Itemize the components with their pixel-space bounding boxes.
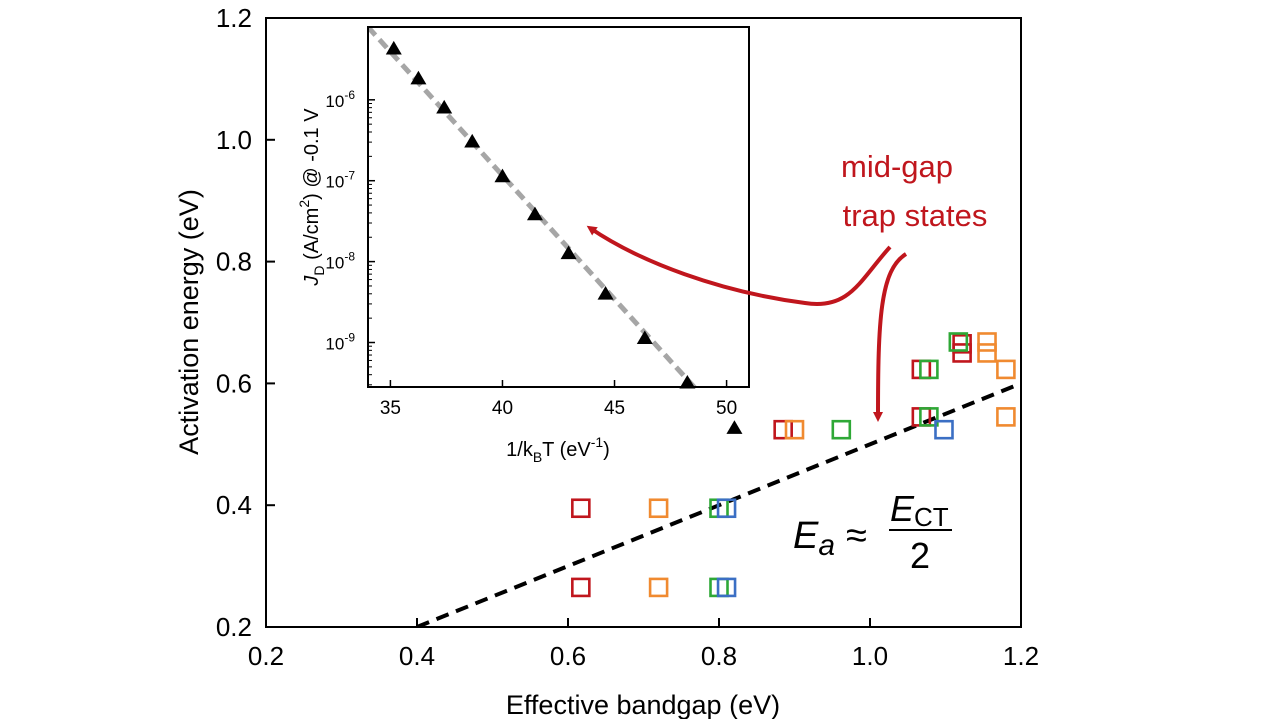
data-point	[919, 407, 939, 427]
y-tick-label: 0.2	[216, 612, 252, 642]
data-point	[773, 419, 793, 440]
callout-arrow-to-inset	[586, 225, 892, 306]
main-y-axis-label: Activation energy (eV)	[174, 189, 204, 455]
inset-y-tick-label: 10-9	[325, 331, 355, 354]
y-tick-label: 1.2	[216, 3, 252, 33]
inset-x-tick-label: 45	[604, 398, 625, 419]
x-tick-label: 0.8	[701, 641, 737, 671]
inset-chart: 35 40 45 50 10-6 10-7 10-8 10-9 1/kBT (eV-1) J…	[296, 26, 750, 465]
data-point	[952, 334, 972, 354]
main-plot-frame	[265, 17, 1022, 628]
inset-y-tick-label: 10-6	[325, 88, 355, 111]
inset-data-point	[385, 40, 402, 55]
data-point	[648, 577, 669, 598]
y-tick-label: 0.8	[216, 247, 252, 277]
inset-data-point	[560, 245, 577, 260]
main-x-axis: 0.2 0.4 0.6 0.8 1.0 1.2	[248, 618, 1039, 671]
inset-data-point	[679, 374, 696, 389]
inset-data-point	[410, 70, 427, 85]
data-point	[648, 498, 669, 519]
inset-y-axis-label: JD (A/cm2) @ -0.1 V	[296, 108, 327, 287]
callout-line-2: trap states	[843, 198, 988, 233]
inset-data-point	[526, 206, 543, 221]
main-x-axis-label: Effective bandgap (eV)	[506, 690, 780, 719]
data-point	[977, 343, 997, 363]
inset-data-point	[436, 99, 453, 114]
inset-data-point	[636, 330, 653, 345]
y-tick-label: 1.0	[216, 125, 252, 155]
data-point	[948, 332, 969, 352]
data-point	[571, 577, 591, 598]
equation-annotation: Ea ≈ ECT 2	[793, 488, 952, 576]
inset-x-tick-label: 50	[716, 398, 737, 419]
inset-background	[368, 27, 749, 387]
inset-data-point	[494, 168, 511, 183]
inset-x-axis-label: 1/kBT (eV-1)	[506, 434, 610, 465]
data-point	[919, 359, 939, 380]
x-tick-label: 0.4	[399, 641, 435, 671]
callout-line-1: mid-gap	[841, 149, 953, 184]
inset-y-tick-label: 10-8	[325, 250, 355, 273]
x-tick-label: 0.6	[550, 641, 586, 671]
data-point	[716, 577, 737, 598]
data-point	[977, 332, 997, 352]
x-tick-label: 1.2	[1003, 641, 1039, 671]
y-tick-label: 0.4	[216, 490, 252, 520]
svg-text:2: 2	[910, 535, 930, 576]
data-point	[784, 419, 805, 440]
svg-text:Ea: Ea	[793, 515, 835, 562]
x-tick-label: 0.2	[248, 641, 284, 671]
data-point	[996, 407, 1016, 427]
svg-text:ECT: ECT	[890, 488, 949, 532]
main-y-axis: 0.2 0.4 0.6 0.8 1.0 1.2	[216, 3, 275, 642]
inset-x-tick-label: 40	[492, 398, 513, 419]
inset-data-point	[726, 420, 743, 434]
inset-plot-frame	[367, 26, 750, 388]
inset-data-point	[597, 285, 614, 300]
data-point	[934, 419, 954, 440]
main-data-points	[571, 332, 1016, 598]
data-point	[716, 498, 737, 519]
data-point	[571, 498, 591, 519]
data-point	[831, 419, 852, 440]
inset-fit-line	[368, 27, 698, 387]
callout-arrow-to-main	[873, 252, 908, 422]
svg-text:≈: ≈	[846, 515, 867, 557]
inset-data-point	[464, 133, 481, 148]
inset-y-axis: 10-6 10-7 10-8 10-9	[325, 88, 375, 386]
inset-x-axis: 35 40 45 50	[380, 380, 737, 419]
inset-y-tick-label: 10-7	[325, 169, 355, 192]
trap-states-callout: mid-gap trap states	[586, 149, 988, 422]
inset-data-points	[385, 40, 743, 434]
data-point	[996, 359, 1016, 380]
y-tick-label: 0.6	[216, 368, 252, 398]
x-tick-label: 1.0	[852, 641, 888, 671]
main-chart: 0.2 0.4 0.6 0.8 1.0 1.2 0.2 0.4 0.6 0.8 1.0 1.2 Ef…	[174, 3, 1039, 719]
inset-x-tick-label: 35	[380, 398, 401, 419]
